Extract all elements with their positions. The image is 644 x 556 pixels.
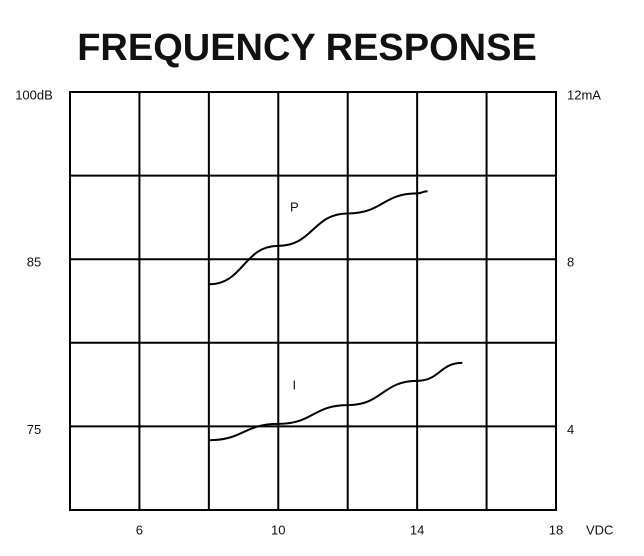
x-axis-label: VDC bbox=[586, 522, 613, 537]
plot-frame bbox=[69, 91, 557, 511]
x-tick-label: 14 bbox=[410, 522, 424, 537]
series-label: P bbox=[290, 199, 299, 214]
y2-tick-label: 8 bbox=[567, 255, 574, 270]
y-tick-label: 75 bbox=[27, 422, 41, 437]
x-tick-label: 18 bbox=[549, 522, 563, 537]
chart-title: FREQUENCY RESPONSE bbox=[77, 27, 537, 69]
y2-tick-label: 4 bbox=[567, 422, 574, 437]
series-line bbox=[208, 361, 463, 442]
series-line bbox=[208, 190, 428, 286]
y-tick-label: 85 bbox=[27, 255, 41, 270]
x-tick-label: 10 bbox=[271, 522, 285, 537]
x-tick-label: 6 bbox=[136, 522, 143, 537]
y-tick-label: 100dB bbox=[15, 87, 53, 102]
series-label: I bbox=[292, 377, 296, 392]
y2-tick-label: 12mA bbox=[567, 87, 601, 102]
